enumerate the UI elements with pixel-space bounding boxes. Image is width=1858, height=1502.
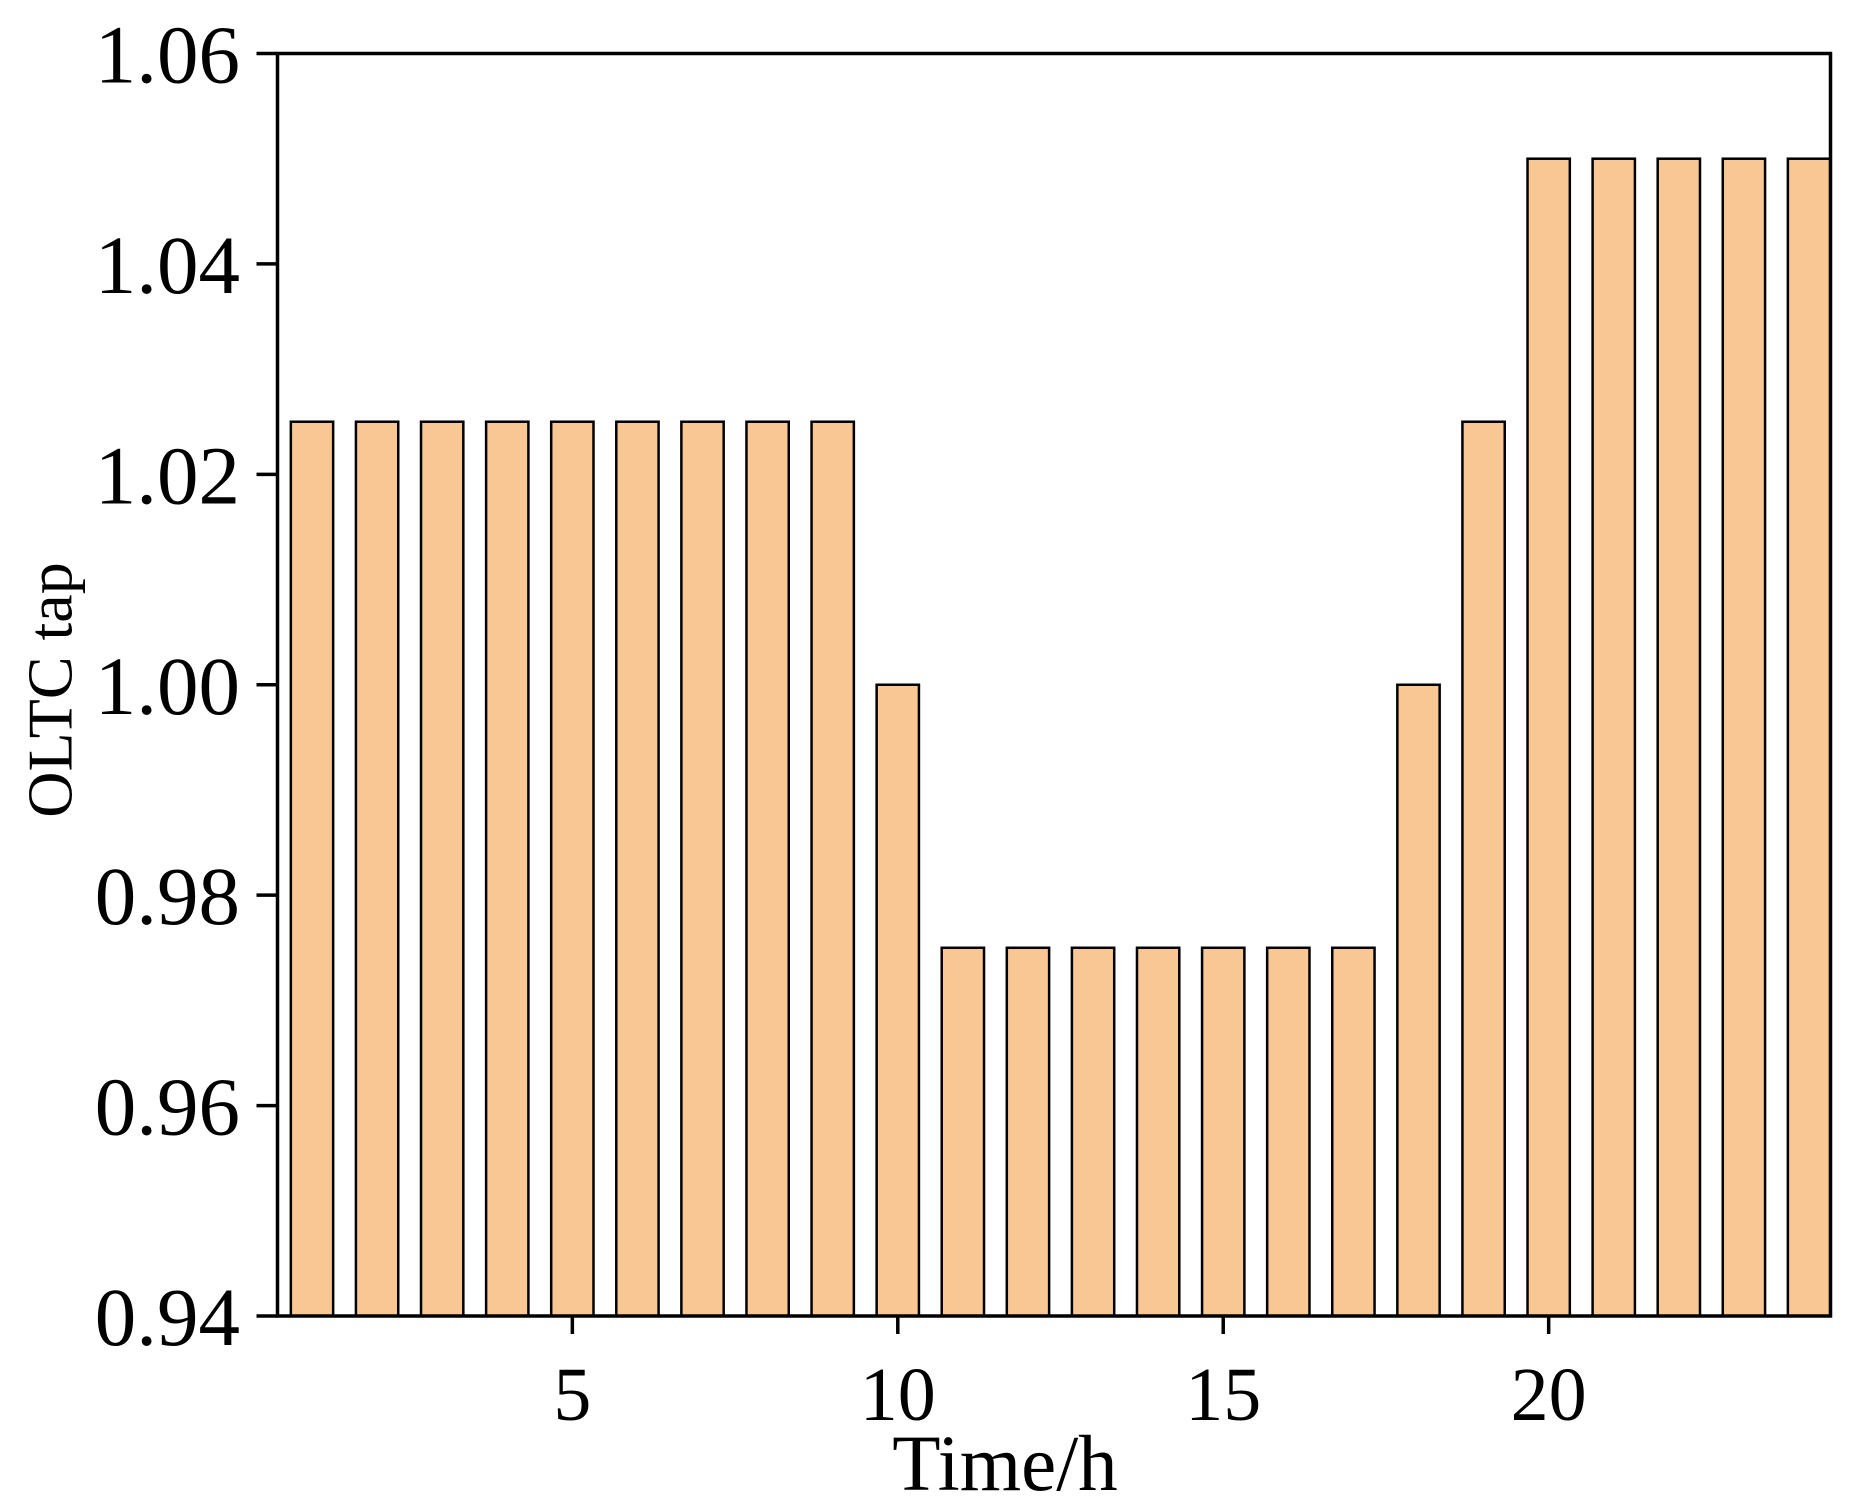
bar-hour-22 xyxy=(1656,157,1702,1318)
bar-hour-7 xyxy=(680,420,725,1318)
x-tick-label: 20 xyxy=(1511,1353,1587,1437)
x-tick-label: 10 xyxy=(860,1353,936,1437)
y-tick-label: 1.02 xyxy=(95,429,240,521)
y-tick-label: 1.06 xyxy=(95,9,240,101)
x-tick-label: 15 xyxy=(1185,1353,1261,1437)
bar-hour-2 xyxy=(354,420,400,1318)
bar-hour-15 xyxy=(1200,946,1246,1318)
bar-hour-9 xyxy=(810,420,856,1318)
bar-hour-21 xyxy=(1591,157,1637,1318)
bar-hour-10 xyxy=(875,683,921,1318)
bar-hour-4 xyxy=(484,420,530,1318)
y-tick-label: 1.00 xyxy=(95,640,240,732)
bar-hour-11 xyxy=(940,946,986,1318)
x-axis: 5 10 15 20 xyxy=(553,1316,1587,1437)
y-tick-label: 0.96 xyxy=(95,1061,240,1153)
bar-hour-12 xyxy=(1005,946,1051,1318)
bar-hour-3 xyxy=(419,420,465,1318)
bar-hour-5 xyxy=(549,420,595,1318)
bar-hour-1 xyxy=(289,420,335,1318)
x-axis-title: Time/h xyxy=(892,1421,1117,1502)
bar-hour-19 xyxy=(1461,420,1506,1318)
y-tick-label: 0.94 xyxy=(95,1271,240,1363)
bar-hour-6 xyxy=(615,420,660,1318)
bar-hour-23 xyxy=(1721,157,1767,1318)
bar-hour-18 xyxy=(1396,683,1441,1318)
y-tick-label: 1.04 xyxy=(95,219,240,311)
y-axis: 0.94 0.96 0.98 1.00 1.02 1.04 1.06 xyxy=(95,9,278,1363)
bar-hour-14 xyxy=(1135,946,1181,1318)
bar-hour-16 xyxy=(1265,946,1311,1318)
bar-series xyxy=(289,157,1832,1318)
x-tick-label: 5 xyxy=(553,1353,591,1437)
bar-hour-24 xyxy=(1786,157,1832,1318)
y-axis-title: OLTC tap xyxy=(15,562,86,817)
bar-hour-20 xyxy=(1526,157,1572,1318)
bar-hour-8 xyxy=(745,420,791,1318)
bar-hour-17 xyxy=(1331,946,1376,1318)
y-tick-label: 0.98 xyxy=(95,850,240,942)
bar-hour-13 xyxy=(1070,946,1116,1318)
